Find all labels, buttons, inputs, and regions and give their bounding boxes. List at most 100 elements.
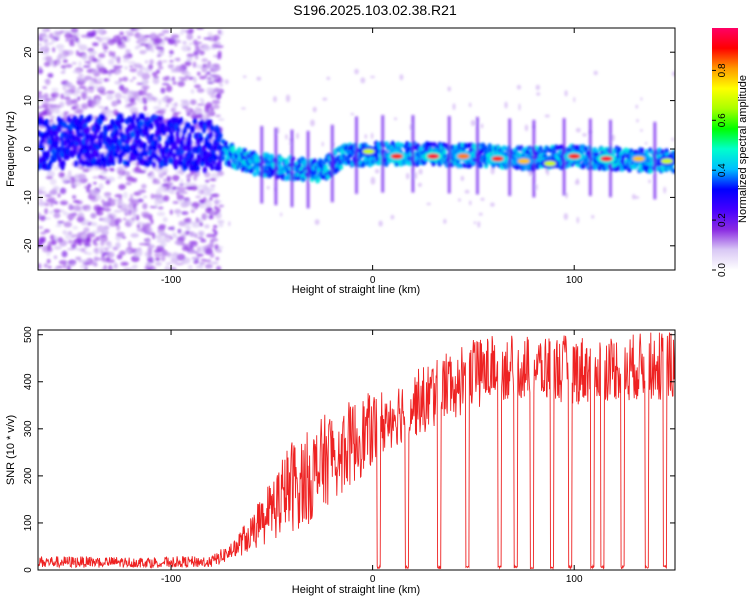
noise-blob (130, 177, 138, 183)
noise-blob (165, 104, 169, 107)
noise-blob (201, 58, 208, 63)
noise-blob (143, 80, 149, 84)
noise-blob (175, 66, 179, 73)
noise-blob (71, 177, 75, 184)
noise-blob (99, 235, 108, 243)
noise-blob (215, 256, 220, 261)
noise-blob (183, 218, 191, 222)
noise-blob (43, 263, 48, 268)
noise-blob (177, 80, 185, 87)
noise-blob (207, 81, 214, 85)
noise-blob (565, 192, 568, 199)
noise-blob (125, 49, 131, 54)
noise-blob (84, 246, 88, 250)
noise-blob (206, 63, 213, 70)
noise-blob (216, 265, 222, 270)
ridge-blob (163, 157, 169, 165)
noise-blob (171, 106, 177, 113)
noise-blob (154, 46, 164, 49)
ridge-blob (190, 153, 195, 161)
ridge-blob (40, 144, 45, 152)
noise-blob (160, 112, 164, 117)
ridge-blob (583, 146, 589, 152)
noise-blob (219, 83, 224, 87)
noise-blob (216, 53, 222, 60)
noise-blob (202, 196, 207, 203)
noise-blob (179, 199, 184, 204)
noise-blob (107, 267, 114, 270)
noise-blob (38, 66, 43, 70)
noise-blob (154, 256, 161, 262)
noise-blob (447, 86, 452, 92)
noise-blob (128, 209, 132, 216)
noise-blob (104, 194, 110, 199)
noise-blob (43, 229, 50, 233)
noise-blob (198, 231, 204, 237)
noise-blob (203, 37, 212, 40)
noise-blob (211, 193, 220, 198)
noise-blob (170, 103, 178, 106)
noise-blob (106, 259, 115, 264)
noise-blob (62, 230, 68, 235)
noise-blob (38, 236, 46, 244)
noise-blob (150, 193, 155, 200)
noise-blob (197, 184, 205, 189)
noise-blob (128, 60, 136, 65)
noise-blob (113, 64, 117, 72)
streak (653, 121, 657, 200)
spectrogram-x-label: Height of straight line (km) (292, 284, 420, 296)
noise-blob (152, 76, 160, 79)
noise-blob (188, 28, 194, 34)
noise-blob (360, 77, 366, 84)
noise-blob (134, 45, 139, 50)
ridge-blob (61, 159, 66, 167)
noise-blob (285, 134, 288, 140)
y-tick-label: 300 (23, 420, 34, 437)
ridge-blob (142, 142, 148, 150)
noise-blob (78, 85, 87, 89)
noise-blob (116, 254, 123, 260)
noise-blob (112, 51, 116, 58)
noise-blob (48, 32, 54, 39)
noise-blob (183, 257, 191, 264)
noise-blob (66, 213, 76, 220)
noise-blob (74, 36, 80, 43)
noise-blob (648, 179, 651, 184)
noise-blob (193, 76, 197, 84)
noise-blob (163, 178, 167, 183)
noise-blob (190, 221, 197, 225)
noise-blob (93, 81, 103, 85)
noise-blob (211, 88, 221, 93)
peak (362, 148, 375, 155)
noise-blob (118, 250, 126, 256)
noise-blob (115, 242, 121, 249)
noise-blob (147, 44, 154, 52)
noise-blob (129, 79, 134, 82)
noise-blob (576, 178, 579, 183)
noise-blob (189, 250, 195, 253)
noise-blob (310, 119, 315, 127)
noise-blob (161, 60, 168, 63)
ridge-blob (96, 124, 101, 132)
noise-blob (77, 173, 87, 180)
noise-blob (89, 99, 98, 106)
noise-blob (370, 176, 376, 185)
noise-blob (141, 223, 148, 228)
noise-blob (73, 110, 83, 114)
noise-blob (94, 242, 98, 247)
noise-blob (134, 93, 138, 100)
noise-blob (101, 199, 105, 203)
peak (427, 153, 440, 159)
noise-blob (114, 218, 122, 223)
spectrogram-x-ticks: -100 0 100 (161, 28, 583, 286)
noise-blob (139, 50, 147, 55)
noise-blob (75, 256, 81, 261)
ridge-blob (143, 150, 149, 158)
noise-blob (84, 178, 88, 182)
colorbar-ticks: 0.0 0.2 0.4 0.6 0.8 (712, 63, 728, 277)
noise-blob (103, 70, 109, 74)
noise-blob (477, 221, 481, 228)
noise-blob (175, 263, 184, 266)
noise-blob (190, 89, 195, 94)
